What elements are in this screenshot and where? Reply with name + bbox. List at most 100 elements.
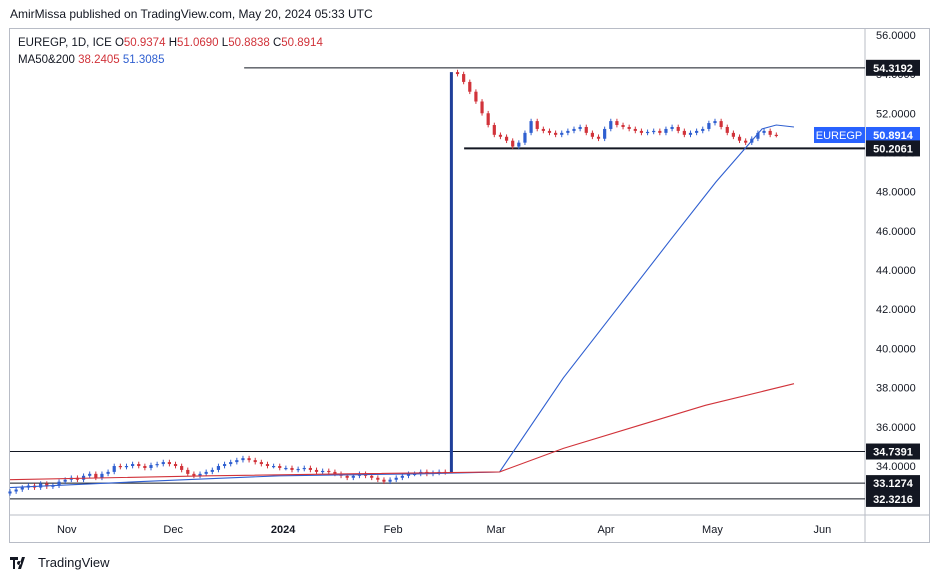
- candle-body: [529, 121, 533, 133]
- candle-body: [106, 471, 110, 474]
- candle-body: [14, 489, 18, 492]
- price-tag-bg: [866, 126, 920, 143]
- candle-body: [94, 473, 98, 478]
- candle-body: [590, 132, 594, 137]
- candle-body: [204, 471, 208, 474]
- low-value: 50.8838: [228, 37, 270, 49]
- price-tag-bg: [866, 140, 920, 157]
- candle-body: [327, 470, 331, 473]
- candle-body: [707, 123, 711, 129]
- candle-body: [639, 130, 644, 133]
- candle-body: [596, 136, 601, 139]
- candle-body: [762, 130, 766, 133]
- y-tick-label: 48.0000: [876, 187, 916, 199]
- candle-body: [63, 479, 67, 482]
- high-value: 51.0690: [177, 37, 219, 49]
- price-tag-label: 50.8914: [873, 130, 914, 142]
- candle-body: [455, 72, 460, 75]
- tradingview-brand[interactable]: TradingView: [38, 555, 110, 570]
- candle-body: [719, 121, 723, 127]
- candle-body: [627, 126, 631, 129]
- candle-body: [774, 134, 778, 137]
- candle-body: [259, 462, 263, 465]
- y-tick-label: 36.0000: [876, 422, 916, 434]
- candle-body: [167, 462, 171, 465]
- close-label: C: [272, 37, 282, 49]
- candle-body: [541, 128, 545, 131]
- candle-body: [155, 464, 159, 466]
- candle-body: [186, 469, 190, 474]
- candle-body: [370, 475, 374, 478]
- footer: TradingView: [10, 555, 110, 570]
- candle-body: [222, 464, 227, 467]
- candle-body: [688, 132, 693, 135]
- candle-body: [547, 130, 552, 133]
- candle-body: [504, 136, 509, 141]
- candle-body: [756, 132, 760, 139]
- candle-body: [216, 466, 221, 470]
- moving-average-line: [9, 124, 795, 489]
- x-tick-label: Mar: [487, 524, 506, 536]
- close-value: 50.8914: [281, 37, 323, 49]
- candle-body: [302, 467, 306, 470]
- candle-body: [235, 460, 239, 463]
- candle-body: [713, 121, 717, 124]
- price-tag-label: 33.1274: [873, 478, 914, 490]
- candle-body: [8, 491, 12, 494]
- price-tag-bg: [866, 443, 920, 460]
- candle-body: [296, 468, 300, 471]
- candle-body: [376, 477, 380, 480]
- candle-body: [124, 466, 129, 468]
- candle-body: [584, 126, 588, 133]
- price-tag-label: 32.3216: [873, 494, 913, 506]
- y-tick-label: 56.0000: [876, 30, 916, 42]
- ma-label[interactable]: MA50&200: [18, 54, 75, 66]
- y-tick-label: 44.0000: [876, 265, 916, 277]
- x-tick-label: Apr: [597, 524, 614, 536]
- candle-body: [744, 140, 748, 143]
- candle-body: [284, 467, 288, 470]
- candle-body: [498, 134, 503, 137]
- candle-body: [695, 130, 699, 133]
- candle-body: [118, 466, 122, 468]
- open-value: 50.9374: [123, 37, 166, 49]
- x-tick-label: Feb: [384, 524, 403, 536]
- candle-body: [308, 467, 312, 470]
- candle-body: [88, 473, 92, 476]
- tradingview-logo-icon[interactable]: [10, 556, 32, 569]
- y-tick-label: 40.0000: [876, 343, 916, 355]
- open-label: O: [114, 37, 124, 49]
- candle-body: [382, 479, 386, 482]
- price-tag-bg: [866, 490, 920, 507]
- candle-body: [701, 128, 705, 131]
- candle-body: [652, 130, 656, 133]
- candle-body: [768, 130, 772, 135]
- candle-body: [198, 473, 202, 476]
- candle-body: [486, 113, 490, 126]
- ohlc-row: EUREGP, 1D, ICE O50.9374 H51.0690 L50.88…: [18, 35, 323, 52]
- publisher-header: AmirMissa published on TradingView.com, …: [10, 7, 373, 21]
- candle-body: [603, 128, 607, 139]
- ma50-value: 38.2405: [78, 54, 120, 66]
- x-tick-label: Jun: [814, 524, 832, 536]
- y-tick-label: 52.0000: [876, 108, 916, 120]
- candle-body: [45, 483, 49, 487]
- candle-body: [143, 466, 147, 468]
- candle-body: [578, 126, 582, 129]
- candle-body: [241, 458, 245, 461]
- x-tick-label: May: [702, 524, 723, 536]
- candle-body: [621, 125, 625, 127]
- candle-body: [351, 475, 355, 478]
- price-tag-label: 54.3192: [873, 63, 913, 75]
- candle-body: [210, 469, 214, 472]
- candle-body: [20, 487, 24, 490]
- candle-body: [725, 126, 729, 133]
- y-tick-label: 38.0000: [876, 383, 916, 395]
- candle-body: [468, 81, 472, 92]
- candle-body: [566, 130, 570, 133]
- symbol-tag-label: EUREGP: [816, 130, 862, 142]
- symbol-label[interactable]: EUREGP, 1D, ICE: [18, 37, 112, 49]
- candle-body: [253, 460, 257, 463]
- candle-body: [682, 130, 686, 135]
